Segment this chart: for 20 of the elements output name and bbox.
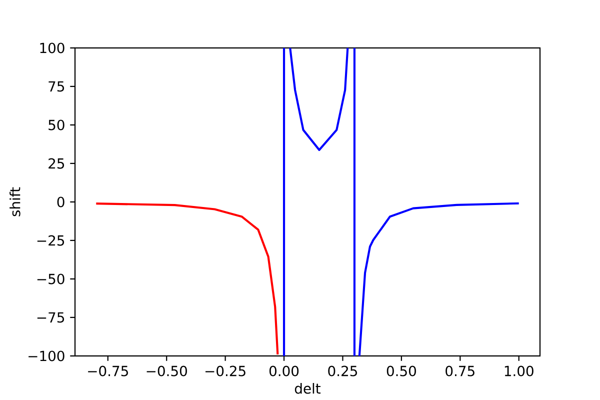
x-tick-label: 1.00 — [504, 366, 534, 376]
x-tick-label: −0.75 — [88, 366, 128, 376]
y-tick-label: −100 — [28, 350, 64, 362]
y-tick-label: −25 — [37, 235, 64, 246]
x-tick-label: −0.25 — [206, 366, 246, 376]
y-tick-label: −50 — [37, 274, 64, 284]
y-tick-label: 100 — [40, 42, 64, 54]
line-series — [95, 202, 279, 356]
x-tick-label: 0.00 — [269, 366, 299, 376]
y-tick-label: −75 — [37, 312, 64, 323]
x-axis-title: delt — [294, 383, 321, 394]
y-tick-label: 0 — [57, 196, 64, 208]
y-tick-label: 75 — [48, 81, 64, 92]
y-tick-label: 50 — [48, 120, 64, 130]
x-tick-label: 0.25 — [328, 366, 357, 376]
y-tick-label: 25 — [48, 158, 64, 169]
y-axis-title: shift — [10, 187, 20, 216]
x-tick-label: 0.50 — [386, 366, 416, 376]
x-tick-label: 0.75 — [446, 366, 474, 376]
x-tick-label: −0.50 — [146, 366, 187, 376]
